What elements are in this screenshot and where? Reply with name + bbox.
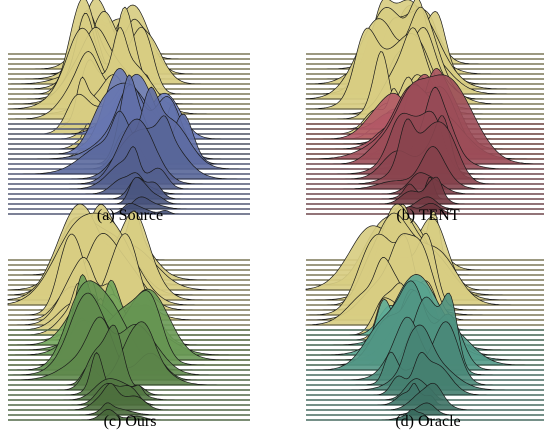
ridge <box>8 402 250 416</box>
ridge <box>306 196 544 210</box>
ridge <box>306 352 544 396</box>
ridge <box>8 324 250 391</box>
caption-tent: (b) TENT <box>396 207 459 224</box>
ridge <box>306 402 544 416</box>
panel-oracle <box>305 203 544 421</box>
ridge <box>306 146 544 190</box>
ridge <box>8 146 250 190</box>
ridge <box>306 202 544 215</box>
caption-ours: (c) Ours <box>104 413 157 430</box>
ridge <box>8 408 250 421</box>
ridge <box>306 27 544 115</box>
ridge <box>306 176 544 205</box>
caption-oracle: (d) Oracle <box>395 413 460 430</box>
ridge <box>8 321 250 386</box>
ridge <box>8 176 250 205</box>
ridge <box>8 292 250 376</box>
panel-ours <box>7 203 250 421</box>
ridge <box>306 172 544 195</box>
ridge <box>8 382 250 411</box>
ridge <box>306 408 544 421</box>
panel-source <box>7 0 250 215</box>
ridge <box>306 118 544 185</box>
ridge <box>8 202 250 215</box>
ridge <box>8 172 250 195</box>
panel-tent <box>305 0 544 215</box>
ridge <box>8 383 250 406</box>
ridge <box>306 382 544 411</box>
caption-source: (a) Source <box>97 207 163 224</box>
